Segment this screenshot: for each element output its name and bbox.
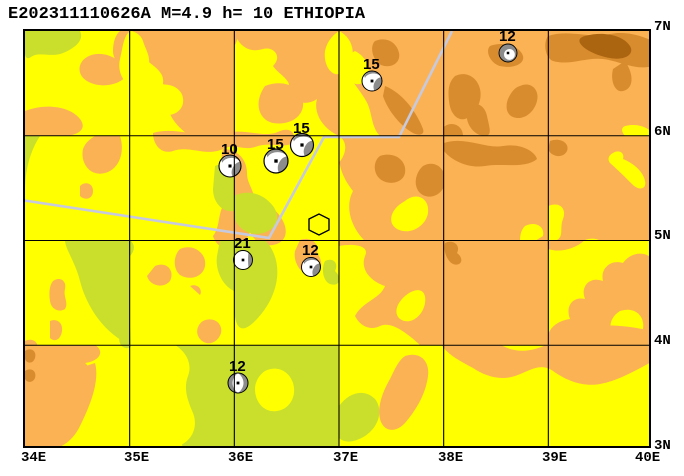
- svg-text:15: 15: [363, 56, 380, 73]
- svg-text:12: 12: [229, 358, 246, 375]
- svg-text:21: 21: [234, 235, 251, 252]
- svg-text:15: 15: [293, 120, 310, 137]
- svg-text:12: 12: [499, 31, 516, 45]
- svg-text:10: 10: [221, 141, 238, 158]
- svg-text:15: 15: [267, 136, 284, 153]
- svg-text:12: 12: [302, 242, 319, 259]
